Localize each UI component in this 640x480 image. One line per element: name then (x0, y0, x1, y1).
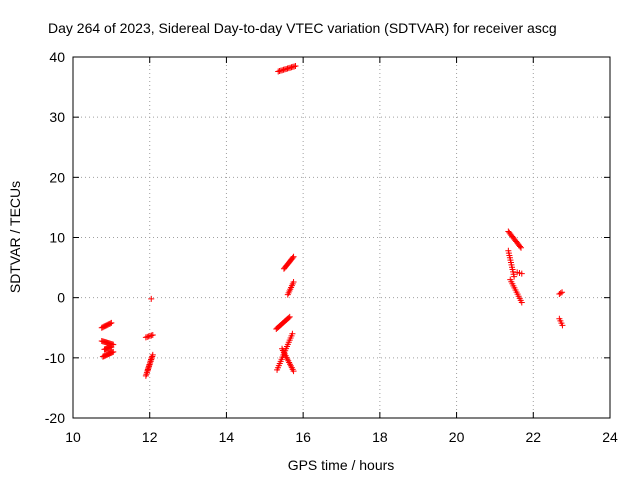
y-tick-label: 10 (49, 230, 65, 246)
data-point (518, 299, 525, 306)
x-axis-label: GPS time / hours (288, 457, 395, 473)
y-tick-label: 40 (49, 49, 65, 65)
data-point (149, 331, 156, 338)
data-point (108, 319, 115, 326)
y-tick-label: -10 (45, 350, 65, 366)
data-point (292, 63, 299, 70)
data-point (107, 320, 114, 327)
y-tick-label: 20 (49, 169, 65, 185)
plot-frame (72, 56, 611, 419)
data-point (289, 254, 296, 261)
data-point (148, 295, 155, 302)
data-point (289, 330, 296, 337)
data-point (518, 270, 525, 277)
y-tick-label: 0 (57, 290, 65, 306)
x-tick-label: 22 (525, 429, 541, 445)
x-tick-label: 16 (295, 429, 311, 445)
data-point (290, 279, 297, 286)
data-point (149, 351, 156, 358)
data-points (98, 63, 566, 379)
y-tick-label: -20 (45, 410, 65, 426)
grid-lines (73, 57, 610, 418)
y-axis-label: SDTVAR / TECUs (7, 181, 23, 293)
tick-labels: 10 12 14 16 18 20 22 24 -20 -10 0 10 20 30 40 (45, 49, 618, 445)
data-point (517, 243, 524, 250)
x-tick-label: 14 (219, 429, 235, 445)
data-point (559, 289, 566, 296)
data-point (290, 368, 297, 375)
data-point (108, 344, 115, 351)
y-tick-label: 30 (49, 109, 65, 125)
x-tick-label: 18 (372, 429, 388, 445)
data-point (559, 322, 566, 329)
data-point (286, 313, 293, 320)
data-point (110, 348, 117, 355)
x-tick-label: 20 (449, 429, 465, 445)
data-point (518, 244, 525, 251)
chart-title: Day 264 of 2023, Sidereal Day-to-day VTE… (48, 20, 557, 36)
x-tick-label: 24 (602, 429, 618, 445)
data-point (557, 290, 564, 297)
data-point (285, 314, 292, 321)
x-tick-label: 10 (65, 429, 81, 445)
data-point (148, 354, 155, 361)
x-tick-label: 12 (142, 429, 158, 445)
data-point (511, 273, 518, 280)
data-point (290, 253, 297, 260)
